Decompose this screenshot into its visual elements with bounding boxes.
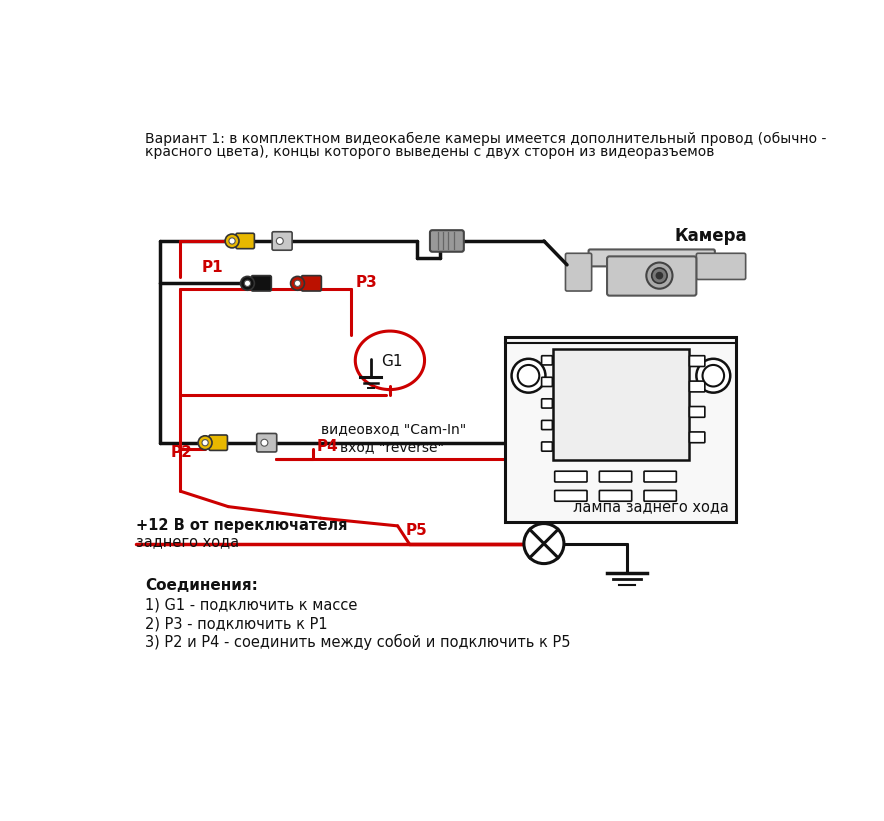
FancyBboxPatch shape [599, 490, 632, 502]
Text: Соединения:: Соединения: [145, 578, 258, 593]
Circle shape [229, 238, 235, 244]
Circle shape [294, 280, 301, 287]
Circle shape [703, 365, 724, 387]
FancyBboxPatch shape [209, 435, 227, 451]
Circle shape [291, 277, 304, 291]
Text: 2) P3 - подключить к P1: 2) P3 - подключить к P1 [145, 617, 328, 631]
FancyBboxPatch shape [644, 471, 676, 482]
Circle shape [277, 237, 283, 245]
Text: 1) G1 - подключить к массе: 1) G1 - подключить к массе [145, 598, 357, 612]
Text: Магнитола: Магнитола [573, 396, 668, 414]
Text: лампа заднего хода: лампа заднего хода [573, 499, 729, 514]
FancyBboxPatch shape [542, 420, 552, 429]
Text: 3) P2 и P4 - соединить между собой и подключить к P5: 3) P2 и P4 - соединить между собой и под… [145, 634, 570, 649]
Circle shape [261, 439, 268, 446]
FancyBboxPatch shape [272, 232, 292, 250]
FancyBboxPatch shape [301, 276, 322, 291]
Circle shape [240, 277, 255, 291]
FancyBboxPatch shape [566, 254, 591, 291]
Text: +12 В от переключателя: +12 В от переключателя [136, 518, 347, 533]
FancyBboxPatch shape [607, 256, 697, 296]
Circle shape [202, 439, 209, 446]
FancyBboxPatch shape [256, 433, 277, 452]
FancyBboxPatch shape [542, 355, 552, 365]
FancyBboxPatch shape [542, 442, 552, 452]
Circle shape [244, 280, 250, 287]
Circle shape [225, 234, 239, 248]
Text: заднего хода: заднего хода [136, 534, 239, 549]
FancyBboxPatch shape [542, 378, 552, 387]
FancyBboxPatch shape [553, 349, 689, 461]
Circle shape [652, 268, 667, 283]
Circle shape [656, 272, 663, 279]
Text: P4: P4 [316, 439, 339, 454]
Circle shape [518, 365, 539, 387]
Text: вход "reverse": вход "reverse" [339, 440, 444, 454]
FancyBboxPatch shape [690, 381, 705, 392]
FancyBboxPatch shape [554, 490, 587, 502]
Text: P1: P1 [202, 259, 223, 275]
FancyBboxPatch shape [251, 276, 271, 291]
FancyBboxPatch shape [554, 471, 587, 482]
Circle shape [524, 524, 564, 563]
FancyBboxPatch shape [236, 233, 255, 249]
FancyBboxPatch shape [690, 355, 705, 366]
FancyBboxPatch shape [644, 490, 676, 502]
FancyBboxPatch shape [589, 250, 715, 266]
FancyBboxPatch shape [690, 406, 705, 417]
Text: Камера: Камера [674, 227, 748, 245]
FancyBboxPatch shape [542, 399, 552, 408]
Circle shape [697, 359, 730, 392]
FancyBboxPatch shape [430, 230, 464, 252]
FancyBboxPatch shape [690, 432, 705, 443]
FancyBboxPatch shape [599, 471, 632, 482]
Text: P3: P3 [355, 275, 377, 290]
FancyBboxPatch shape [697, 254, 745, 279]
Text: P2: P2 [171, 444, 193, 460]
Text: красного цвета), концы которого выведены с двух сторон из видеоразъемов: красного цвета), концы которого выведены… [145, 144, 714, 158]
Text: видеовход "Cam-In": видеовход "Cam-In" [321, 422, 466, 436]
Circle shape [512, 359, 545, 392]
Text: P5: P5 [405, 523, 427, 538]
Circle shape [646, 263, 673, 289]
FancyBboxPatch shape [506, 337, 736, 522]
Text: Вариант 1: в комплектном видеокабеле камеры имеется дополнительный провод (обычн: Вариант 1: в комплектном видеокабеле кам… [145, 131, 827, 145]
Text: G1: G1 [381, 355, 403, 369]
Circle shape [198, 436, 212, 450]
